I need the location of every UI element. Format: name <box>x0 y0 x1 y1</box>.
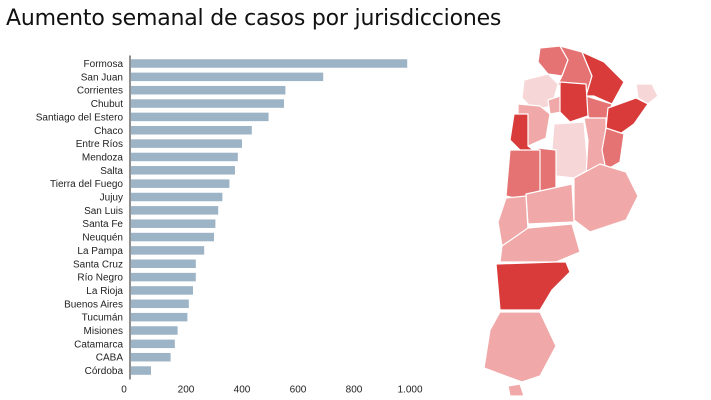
bars-group <box>131 59 408 375</box>
category-label: Santiago del Estero <box>36 112 124 123</box>
category-label: Chubut <box>91 99 123 110</box>
map-region-cordoba <box>551 121 589 179</box>
x-tick-label: 200 <box>178 385 195 396</box>
map-region-rio-negro <box>499 223 581 263</box>
category-label: San Luis <box>84 206 123 217</box>
category-label: Mendoza <box>82 152 124 163</box>
bar <box>131 312 188 322</box>
category-label: Chaco <box>94 126 123 137</box>
bar <box>131 112 269 122</box>
category-label: Santa Fe <box>82 219 123 230</box>
category-label: CABA <box>96 353 124 364</box>
bar <box>131 299 189 309</box>
x-tick-label: 0 <box>121 385 127 396</box>
bar <box>131 72 324 82</box>
map-region-formosa <box>581 51 625 105</box>
bar <box>131 85 286 95</box>
category-label: Misiones <box>84 326 123 337</box>
bar <box>131 352 171 362</box>
category-label: Entre Ríos <box>76 139 123 150</box>
x-tick-label: 600 <box>290 385 307 396</box>
x-tick-label: 400 <box>234 385 251 396</box>
bar <box>131 326 178 335</box>
bar <box>131 286 193 295</box>
bar <box>131 152 238 162</box>
chart-title: Aumento semanal de casos por jurisdiccio… <box>6 6 502 31</box>
category-label: Tierra del Fuego <box>50 179 123 190</box>
category-label: San Juan <box>81 72 123 83</box>
category-label: Santa Cruz <box>73 259 123 270</box>
bar <box>131 246 205 255</box>
category-label: Salta <box>100 166 123 177</box>
bar <box>131 192 223 202</box>
map-region-buenos-aires <box>573 163 639 233</box>
bar <box>131 59 408 68</box>
bar <box>131 99 284 108</box>
bar <box>131 219 216 228</box>
category-label: Formosa <box>84 59 124 70</box>
category-labels-group: Formosa San Juan Corrientes Chubut Santiago … <box>36 59 124 377</box>
x-tick-labels-group: 0 200 400 600 800 1.000 <box>121 385 423 396</box>
x-tick-label: 1.000 <box>397 385 422 396</box>
bar <box>131 139 242 148</box>
map-region-tierra-del-fuego <box>507 383 525 397</box>
bar <box>131 206 219 215</box>
x-tick-label: 800 <box>346 385 363 396</box>
category-label: La Rioja <box>86 286 123 297</box>
category-label: Buenos Aires <box>64 299 123 310</box>
category-label: Río Negro <box>77 273 123 284</box>
map-region-misiones <box>635 83 659 105</box>
category-label: Catamarca <box>74 339 123 350</box>
category-label: Córdoba <box>85 366 124 377</box>
map-provinces <box>483 45 659 397</box>
bar <box>131 272 196 282</box>
map-region-santa-cruz <box>483 311 557 383</box>
map-region-entre-rios <box>601 127 625 171</box>
bar <box>131 166 235 175</box>
bar <box>131 339 175 349</box>
category-label: La Pampa <box>77 246 123 257</box>
category-label: Tucumán <box>82 313 123 324</box>
category-label: Corrientes <box>77 86 123 97</box>
bar <box>131 366 151 375</box>
bar <box>131 232 214 242</box>
bar <box>131 126 252 135</box>
category-label: Neuquén <box>82 233 123 244</box>
map-region-chubut <box>495 261 571 311</box>
bar <box>131 259 196 268</box>
bar <box>131 179 230 188</box>
category-label: Jujuy <box>100 193 123 204</box>
map-region-santiago <box>559 81 589 123</box>
